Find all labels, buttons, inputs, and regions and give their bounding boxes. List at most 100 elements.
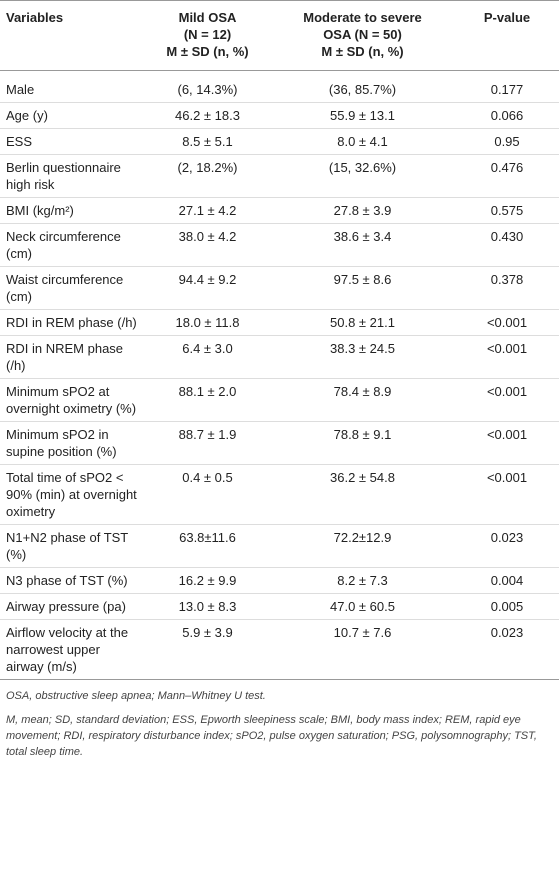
value-cell: (15, 32.6%) (270, 154, 455, 198)
table-row: Minimum sPO2 in supine position (%) 88.7 … (0, 421, 559, 465)
value-cell: 0.476 (455, 154, 559, 198)
value-cell: 38.6 ± 3.4 (270, 223, 455, 267)
value-cell: <0.001 (455, 378, 559, 422)
table-row: Waist circumference (cm) 94.4 ± 9.2 97.5 ±… (0, 266, 559, 310)
table-row: N3 phase of TST (%) 16.2 ± 9.9 8.2 ± 7.3 0.… (0, 567, 559, 594)
variable-cell: Age (y) (0, 102, 145, 129)
value-cell: 0.430 (455, 223, 559, 267)
variable-cell: Minimum sPO2 at overnight oximetry (%) (0, 378, 145, 422)
value-cell: 0.378 (455, 266, 559, 310)
header-line: OSA (N = 50) (323, 27, 402, 42)
header-line: (N = 12) (183, 27, 232, 42)
value-cell: 94.4 ± 9.2 (145, 266, 270, 310)
value-cell: 10.7 ± 7.6 (270, 619, 455, 680)
header-line: M ± SD (n, %) (321, 44, 404, 59)
value-cell: 27.8 ± 3.9 (270, 197, 455, 224)
value-cell: 6.4 ± 3.0 (145, 335, 270, 379)
variable-cell: Neck circumference (cm) (0, 223, 145, 267)
header-cell: Variables (0, 0, 145, 71)
footnote: OSA, obstructive sleep apnea; Mann–Whitn… (6, 690, 266, 702)
value-cell: 8.5 ± 5.1 (145, 128, 270, 155)
value-cell: 0.575 (455, 197, 559, 224)
variable-cell: Total time of sPO2 < 90% (min) at overni… (0, 464, 145, 525)
variable-cell: Waist circumference (cm) (0, 266, 145, 310)
value-cell: 88.7 ± 1.9 (145, 421, 270, 465)
value-cell: 0.4 ± 0.5 (145, 464, 270, 525)
table-row: Airway pressure (pa) 13.0 ± 8.3 47.0 ± 60.… (0, 593, 559, 620)
table-header: Variables Mild OSA (N = 12) M ± SD (n, %) Mo… (0, 0, 559, 71)
variable-cell: Male (0, 70, 145, 103)
variable-cell: Berlin questionnaire high risk (0, 154, 145, 198)
value-cell: 13.0 ± 8.3 (145, 593, 270, 620)
footnote: M, mean; SD, standard deviation; ESS, Ep… (6, 714, 537, 758)
value-cell: 97.5 ± 8.6 (270, 266, 455, 310)
value-cell: 27.1 ± 4.2 (145, 197, 270, 224)
value-cell: <0.001 (455, 464, 559, 525)
table-row: ESS 8.5 ± 5.1 8.0 ± 4.1 0.95 (0, 128, 559, 155)
value-cell: <0.001 (455, 309, 559, 336)
variable-cell: RDI in NREM phase (/h) (0, 335, 145, 379)
header-cell: Mild OSA (N = 12) M ± SD (n, %) (145, 0, 270, 71)
value-cell: (6, 14.3%) (145, 70, 270, 103)
table-row: Age (y) 46.2 ± 18.3 55.9 ± 13.1 0.066 (0, 102, 559, 129)
value-cell: 0.004 (455, 567, 559, 594)
variable-cell: ESS (0, 128, 145, 155)
table-row: RDI in REM phase (/h) 18.0 ± 11.8 50.8 ± 2… (0, 309, 559, 336)
data-table: Variables Mild OSA (N = 12) M ± SD (n, %) Mo… (0, 0, 559, 680)
table-row: BMI (kg/m²) 27.1 ± 4.2 27.8 ± 3.9 0.575 (0, 197, 559, 224)
table-row: Male (6, 14.3%) (36, 85.7%) 0.177 (0, 70, 559, 103)
header-line: P-value (483, 10, 531, 25)
header-cell: P-value (455, 0, 559, 71)
value-cell: 0.023 (455, 524, 559, 568)
table-row: Minimum sPO2 at overnight oximetry (%) 88… (0, 378, 559, 422)
table-row: Berlin questionnaire high risk (2, 18.2%)… (0, 154, 559, 198)
variable-cell: Airway pressure (pa) (0, 593, 145, 620)
table-row: Neck circumference (cm) 38.0 ± 4.2 38.6 ± … (0, 223, 559, 267)
value-cell: 0.023 (455, 619, 559, 680)
value-cell: 18.0 ± 11.8 (145, 309, 270, 336)
variable-cell: BMI (kg/m²) (0, 197, 145, 224)
value-cell: <0.001 (455, 421, 559, 465)
table-row: Airflow velocity at the narrowest upper … (0, 619, 559, 680)
value-cell: 8.0 ± 4.1 (270, 128, 455, 155)
value-cell: 46.2 ± 18.3 (145, 102, 270, 129)
header-line: M ± SD (n, %) (166, 44, 249, 59)
value-cell: 55.9 ± 13.1 (270, 102, 455, 129)
table-row: RDI in NREM phase (/h) 6.4 ± 3.0 38.3 ± 24… (0, 335, 559, 379)
header-line: Mild OSA (178, 10, 237, 25)
table-row: Total time of sPO2 < 90% (min) at overni… (0, 464, 559, 525)
value-cell: 0.066 (455, 102, 559, 129)
value-cell: 38.0 ± 4.2 (145, 223, 270, 267)
value-cell: (36, 85.7%) (270, 70, 455, 103)
value-cell: 38.3 ± 24.5 (270, 335, 455, 379)
header-row: Variables Mild OSA (N = 12) M ± SD (n, %) Mo… (0, 0, 559, 71)
footnotes: OSA, obstructive sleep apnea; Mann–Whitn… (0, 680, 559, 760)
variable-cell: RDI in REM phase (/h) (0, 309, 145, 336)
value-cell: 5.9 ± 3.9 (145, 619, 270, 680)
table-body: Male (6, 14.3%) (36, 85.7%) 0.177 Age (y) 46.… (0, 70, 559, 680)
header-cell: Moderate to severe OSA (N = 50) M ± SD (n,… (270, 0, 455, 71)
value-cell: <0.001 (455, 335, 559, 379)
header-line: Moderate to severe (303, 10, 422, 25)
value-cell: 78.8 ± 9.1 (270, 421, 455, 465)
variable-cell: Airflow velocity at the narrowest upper … (0, 619, 145, 680)
value-cell: 78.4 ± 8.9 (270, 378, 455, 422)
variable-cell: Minimum sPO2 in supine position (%) (0, 421, 145, 465)
header-line: Variables (6, 10, 64, 25)
value-cell: 0.005 (455, 593, 559, 620)
variable-cell: N3 phase of TST (%) (0, 567, 145, 594)
value-cell: 50.8 ± 21.1 (270, 309, 455, 336)
table-row: N1+N2 phase of TST (%) 63.8±11.6 72.2±12.9… (0, 524, 559, 568)
value-cell: 0.177 (455, 70, 559, 103)
value-cell: 63.8±11.6 (145, 524, 270, 568)
variable-cell: N1+N2 phase of TST (%) (0, 524, 145, 568)
value-cell: 16.2 ± 9.9 (145, 567, 270, 594)
value-cell: 8.2 ± 7.3 (270, 567, 455, 594)
value-cell: 0.95 (455, 128, 559, 155)
value-cell: 88.1 ± 2.0 (145, 378, 270, 422)
value-cell: 72.2±12.9 (270, 524, 455, 568)
value-cell: 47.0 ± 60.5 (270, 593, 455, 620)
value-cell: (2, 18.2%) (145, 154, 270, 198)
value-cell: 36.2 ± 54.8 (270, 464, 455, 525)
